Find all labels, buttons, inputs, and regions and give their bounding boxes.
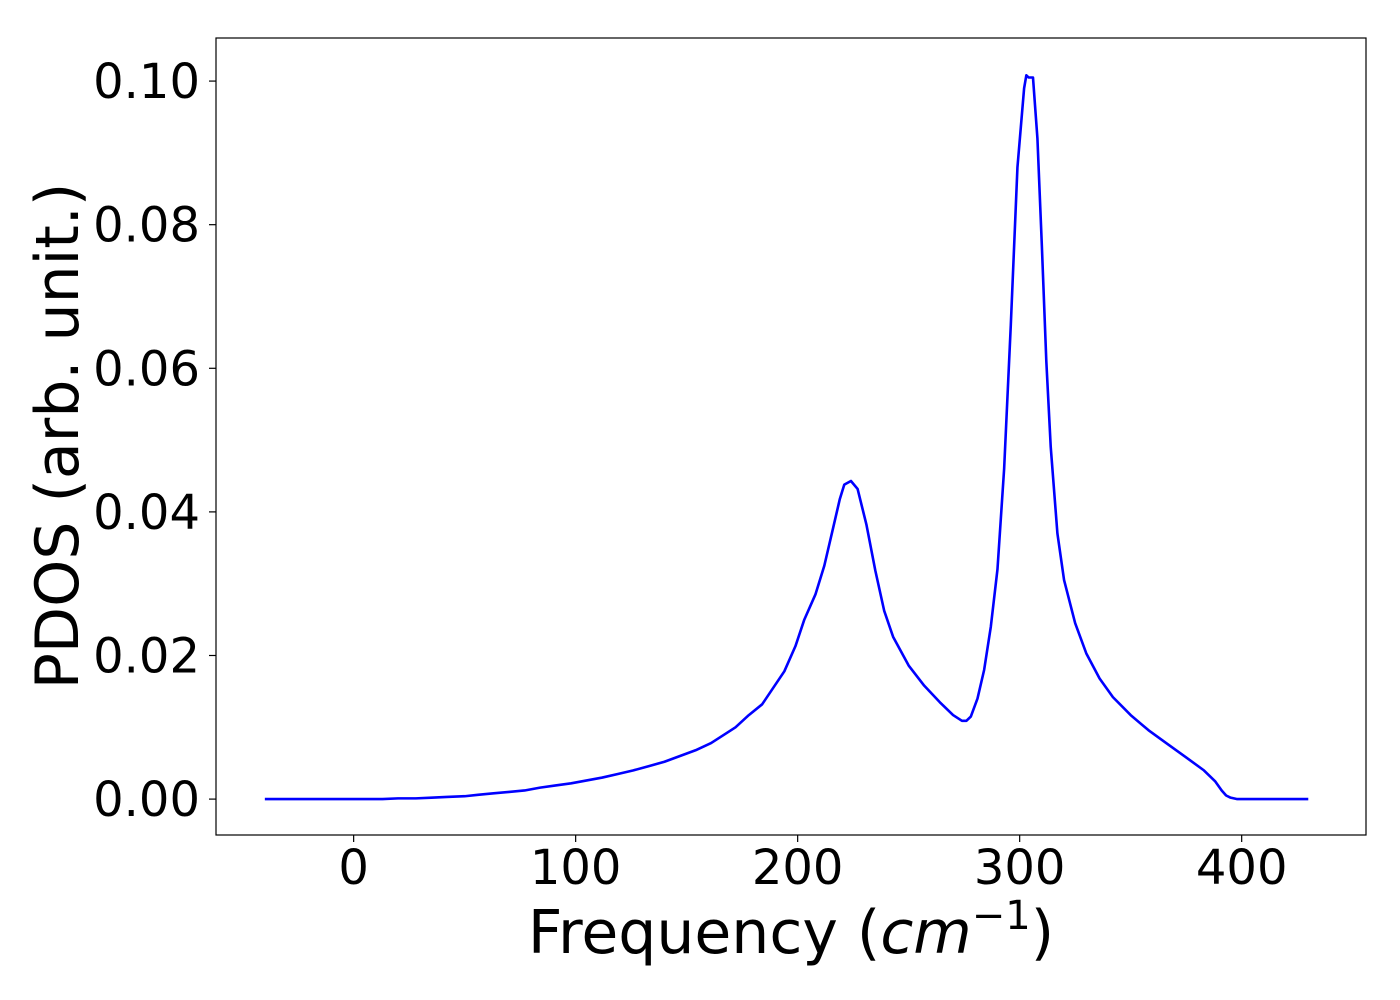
y-tick-label: 0.02 <box>93 628 200 684</box>
y-tick-label: 0.06 <box>93 341 200 397</box>
plot-area <box>264 74 1309 801</box>
y-tick-label: 0.00 <box>93 772 200 828</box>
x-axis-label: Frequency (cm−1) <box>528 893 1054 968</box>
x-tick-label: 400 <box>1196 840 1288 896</box>
y-axis-ticks: 0.00 0.02 0.04 0.06 0.08 0.10 <box>93 54 216 828</box>
x-tick-label: 0 <box>338 840 369 896</box>
y-tick-label: 0.04 <box>93 485 200 541</box>
x-tick-label: 200 <box>752 840 844 896</box>
x-axis-ticks: 0 100 200 300 400 <box>338 835 1287 896</box>
y-tick-label: 0.08 <box>93 198 200 254</box>
x-tick-label: 300 <box>974 840 1066 896</box>
series-line-0 <box>264 74 1309 801</box>
y-axis-label: PDOS (arb. unit.) <box>23 183 93 690</box>
y-tick-label: 0.10 <box>93 54 200 110</box>
x-tick-label: 100 <box>530 840 622 896</box>
plot-frame <box>215 37 1367 836</box>
